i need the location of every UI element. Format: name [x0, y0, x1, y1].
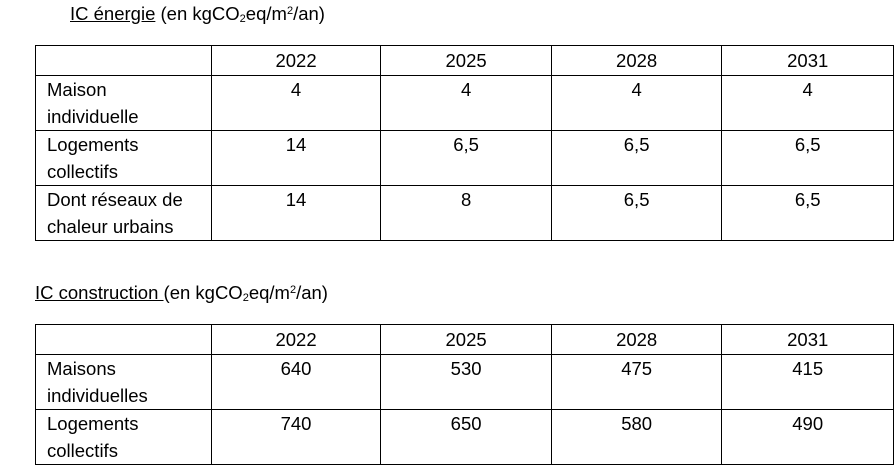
year-header: 2025: [380, 324, 552, 355]
value-cell: 6,5: [550, 130, 723, 186]
value-cell: 6,5: [550, 185, 723, 241]
year-header: 2022: [210, 324, 382, 355]
corner-cell: [35, 324, 212, 355]
value-cell: 14: [210, 185, 382, 241]
value-cell: 8: [380, 185, 552, 241]
energy-table: 2022 2025 2028 2031 Maison individuelle 4…: [35, 45, 894, 241]
value-cell: 415: [721, 354, 894, 410]
row-label: Logements collectifs: [35, 409, 212, 465]
construction-table: 2022 2025 2028 2031 Maisons individuelles…: [35, 324, 894, 465]
row-label: Maisons individuelles: [35, 354, 212, 410]
year-header: 2022: [210, 45, 382, 76]
year-header: 2028: [550, 45, 723, 76]
table-row: Logements collectifs 14 6,5 6,5 6,5: [35, 130, 894, 186]
year-header: 2025: [380, 45, 552, 76]
table-row: Dont réseaux de chaleur urbains 14 8 6,5 …: [35, 185, 894, 241]
table-row: Logements collectifs 740 650 580 490: [35, 409, 894, 465]
value-cell: 6,5: [380, 130, 552, 186]
row-label: Logements collectifs: [35, 130, 212, 186]
value-cell: 475: [550, 354, 723, 410]
table-row: Maisons individuelles 640 530 475 415: [35, 354, 894, 410]
year-header: 2031: [721, 324, 894, 355]
value-cell: 4: [721, 75, 894, 131]
row-label: Dont réseaux de chaleur urbains: [35, 185, 212, 241]
value-cell: 4: [550, 75, 723, 131]
value-cell: 6,5: [721, 185, 894, 241]
value-cell: 4: [380, 75, 552, 131]
construction-table-title: IC construction (en kgCO2eq/m2/an): [35, 282, 328, 304]
value-cell: 530: [380, 354, 552, 410]
value-cell: 580: [550, 409, 723, 465]
year-header: 2028: [550, 324, 723, 355]
table-header-row: 2022 2025 2028 2031: [35, 45, 894, 76]
value-cell: 640: [210, 354, 382, 410]
value-cell: 740: [210, 409, 382, 465]
value-cell: 4: [210, 75, 382, 131]
value-cell: 650: [380, 409, 552, 465]
table-header-row: 2022 2025 2028 2031: [35, 324, 894, 355]
energy-table-title: IC énergie (en kgCO2eq/m2/an): [70, 3, 325, 25]
value-cell: 490: [721, 409, 894, 465]
corner-cell: [35, 45, 212, 76]
table-row: Maison individuelle 4 4 4 4: [35, 75, 894, 131]
year-header: 2031: [721, 45, 894, 76]
row-label: Maison individuelle: [35, 75, 212, 131]
value-cell: 6,5: [721, 130, 894, 186]
value-cell: 14: [210, 130, 382, 186]
